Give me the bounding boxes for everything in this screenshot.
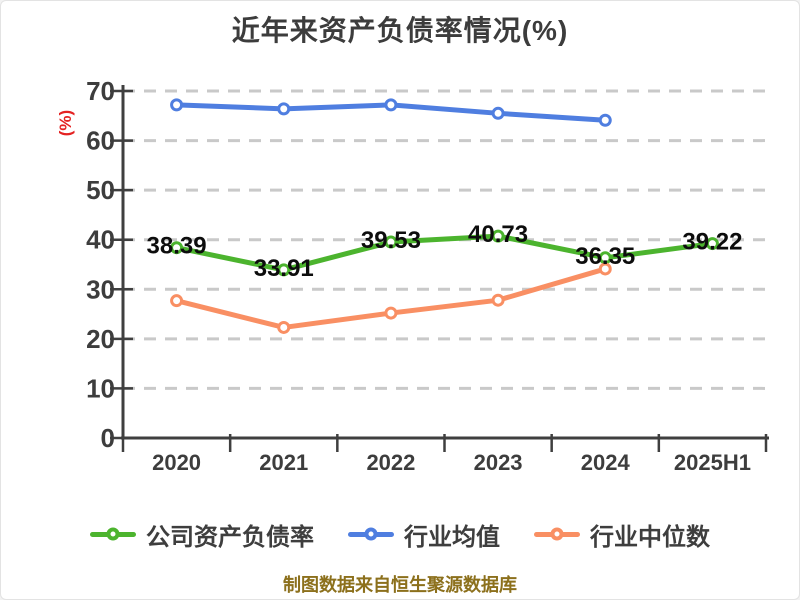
legend-label: 公司资产负债率 xyxy=(146,523,314,551)
legend-line-circle-icon xyxy=(348,522,394,546)
data-point-1 xyxy=(170,98,184,112)
y-tick-label: 20 xyxy=(86,324,115,354)
data-point-2 xyxy=(491,293,505,307)
data-point-1 xyxy=(277,102,291,116)
data-point-2 xyxy=(170,294,184,308)
data-label: 38.39 xyxy=(147,233,207,260)
y-tick-label: 50 xyxy=(86,175,115,205)
data-point-0 xyxy=(705,237,719,251)
data-label: 33.91 xyxy=(254,255,314,282)
legend-circle-icon xyxy=(106,527,120,541)
y-tick-label: 40 xyxy=(86,225,115,255)
legend-line-circle-icon xyxy=(534,522,580,546)
data-point-2 xyxy=(277,320,291,334)
line-chart-plot-area: 0 10 20 30 40 50 60 70 2020 2021 2022 2023 2024 2025H… xyxy=(86,76,769,475)
data-point-0 xyxy=(277,263,291,277)
data-label: 40.73 xyxy=(468,221,528,248)
data-point-2 xyxy=(598,262,612,276)
legend-label: 行业中位数 xyxy=(590,523,710,551)
legend-line-circle-icon xyxy=(90,522,136,546)
data-point-1 xyxy=(598,113,612,127)
data-label: 39.53 xyxy=(361,227,421,254)
data-point-1 xyxy=(491,106,505,120)
data-label: 39.22 xyxy=(682,229,742,256)
data-point-0 xyxy=(170,241,184,255)
data-source-caption: 制图数据来自恒生聚源数据库 xyxy=(283,575,517,595)
data-point-1 xyxy=(384,98,398,112)
legend: 公司资产负债率 行业均值 行业中位数 xyxy=(1,517,799,552)
data-point-0 xyxy=(384,235,398,249)
data-point-2 xyxy=(384,306,398,320)
x-tick-label: 2025H1 xyxy=(674,450,751,475)
legend-label: 行业均值 xyxy=(404,523,500,551)
x-tick-label: 2020 xyxy=(152,450,201,475)
legend-item-industry-average[interactable]: 行业均值 xyxy=(348,517,500,552)
x-tick-label: 2021 xyxy=(259,450,308,475)
y-tick-label: 0 xyxy=(101,423,115,453)
data-label: 36.35 xyxy=(575,243,635,270)
y-tick-label: 10 xyxy=(86,373,115,403)
series-line-0 xyxy=(174,233,715,273)
x-tick-label: 2024 xyxy=(581,450,631,475)
legend-item-company-debt-ratio[interactable]: 公司资产负债率 xyxy=(90,517,314,552)
x-tick-label: 2022 xyxy=(366,450,415,475)
y-tick-label: 60 xyxy=(86,126,115,156)
legend-circle-icon xyxy=(364,527,378,541)
legend-item-industry-median[interactable]: 行业中位数 xyxy=(534,517,710,552)
data-point-0 xyxy=(491,229,505,243)
y-tick-label: 30 xyxy=(86,274,115,304)
y-tick-label: 70 xyxy=(86,76,115,106)
x-tick-label: 2023 xyxy=(474,450,523,475)
legend-circle-icon xyxy=(550,527,564,541)
chart-title: 近年来资产负债率情况(%) xyxy=(231,15,569,46)
